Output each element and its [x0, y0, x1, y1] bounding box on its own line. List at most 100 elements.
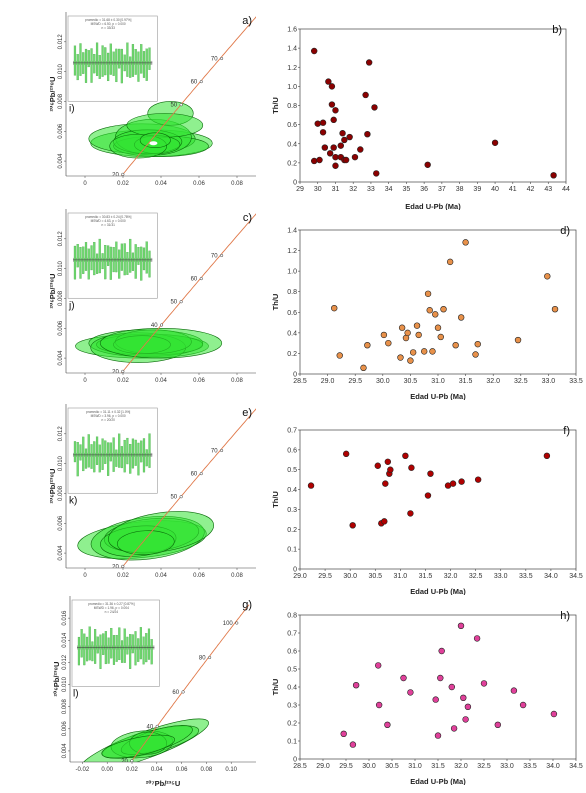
inset-bar — [115, 449, 118, 467]
data-point — [480, 680, 488, 687]
data-point — [352, 681, 360, 689]
x-tick-label: 29.5 — [318, 573, 332, 580]
x-tick-label: 32 — [349, 186, 357, 193]
data-point — [474, 340, 481, 348]
inset-bar — [129, 56, 132, 78]
data-point — [407, 357, 414, 364]
data-point — [413, 322, 421, 329]
x-axis-label: Edad U-Pb (Ma) — [410, 587, 466, 595]
inset-bar — [120, 640, 124, 663]
inset-stat: promedio = 30.83 ± 0.24 [0.78%] — [85, 215, 131, 219]
error-ellipse — [126, 113, 204, 138]
inset-stat: MSWD = 6.50, p = 0.000 — [91, 22, 126, 26]
inset-bar — [118, 433, 121, 468]
age-marker — [199, 80, 203, 84]
inset-bar — [115, 634, 118, 662]
y-tick-label: 0.4 — [287, 141, 297, 148]
data-point — [331, 304, 338, 312]
y-tick-label: 0.2 — [287, 351, 297, 358]
data-point — [551, 305, 559, 313]
panel-label: a) — [242, 15, 252, 27]
inset-bar — [82, 436, 85, 472]
age-marker — [181, 690, 185, 694]
y-tick-label: 0.8 — [287, 613, 297, 620]
x-tick-label: 30.5 — [368, 573, 382, 580]
x-tick-label: 36 — [420, 186, 428, 193]
age-marker — [121, 564, 125, 568]
inset-bar — [82, 246, 85, 274]
age-marker — [121, 369, 125, 373]
data-point — [360, 364, 367, 372]
inset-bar — [139, 627, 142, 660]
inset-bar — [131, 634, 134, 654]
y-tick-label: 0 — [293, 757, 297, 764]
data-point — [457, 622, 465, 629]
age-marker — [179, 103, 183, 107]
age-label: 20 — [112, 369, 119, 375]
inset-stat: n = 20/20 — [101, 418, 115, 422]
age-label: 60 — [191, 80, 198, 86]
data-point — [424, 492, 432, 499]
y-tick-label: 0.6 — [287, 310, 297, 317]
inset-bar — [98, 238, 101, 274]
data-point — [426, 307, 433, 314]
inset-bar — [134, 631, 137, 666]
y-tick-label: 0.006 — [58, 123, 64, 139]
data-point — [434, 732, 442, 739]
y-tick-label: 1.6 — [287, 27, 297, 34]
data-point — [550, 710, 558, 718]
inset-bar — [99, 634, 102, 669]
x-tick-label: 31.0 — [408, 763, 422, 770]
inset-bar — [107, 245, 110, 266]
x-tick-label: 32.5 — [514, 378, 528, 385]
x-tick-label: 34.5 — [569, 763, 583, 770]
data-point — [374, 462, 381, 469]
age-marker — [160, 323, 164, 327]
data-point — [415, 331, 422, 339]
inset-bar — [126, 252, 129, 275]
y-tick-label: 0.4 — [287, 487, 297, 494]
y-tick-label: 0.4 — [287, 330, 297, 337]
data-point — [365, 59, 373, 66]
x-tick-label: 30 — [314, 186, 322, 193]
inset-bar — [118, 249, 121, 279]
data-point — [404, 329, 411, 337]
data-point — [330, 116, 337, 124]
y-tick-label: 1.2 — [287, 248, 297, 255]
data-point — [349, 741, 357, 748]
x-tick-label: 31 — [332, 186, 340, 193]
inset-bar — [140, 246, 143, 281]
y-axis-label: ²⁰⁶Pb/²³⁸U — [52, 662, 61, 697]
y-tick-label: 0.010 — [58, 260, 64, 276]
y-tick-label: 0.6 — [287, 649, 297, 656]
y-tick-label: 0 — [293, 372, 297, 379]
y-tick-label: 0.6 — [287, 122, 297, 129]
data-point — [421, 348, 428, 355]
y-tick-label: 0.006 — [58, 515, 64, 531]
x-tick-label: 0.00 — [101, 767, 113, 773]
x-tick-label: 33.0 — [494, 573, 508, 580]
x-tick-label: 29.0 — [316, 763, 330, 770]
x-tick-label: 32.0 — [454, 763, 468, 770]
y-tick-label: 1.4 — [287, 228, 297, 235]
inset-bar — [131, 44, 135, 77]
inset-bar — [112, 247, 115, 273]
y-tick-label: 0.2 — [287, 721, 297, 728]
y-tick-label: 0.2 — [287, 160, 297, 167]
x-tick-label: 29.0 — [293, 573, 307, 580]
inset-bar — [137, 51, 140, 82]
x-tick-label: 32.0 — [486, 378, 500, 385]
inset-bar — [79, 43, 82, 76]
data-point — [340, 730, 347, 738]
x-tick-label: 29 — [296, 186, 304, 193]
x-tick-label: 0.08 — [201, 767, 213, 773]
x-tick-label: 0 — [83, 573, 87, 579]
inset-bar — [115, 48, 118, 83]
inset-bar — [140, 440, 143, 463]
data-point — [371, 104, 378, 111]
plot-frame — [299, 229, 577, 375]
data-point — [351, 153, 359, 161]
x-tick-label: 30.0 — [376, 378, 390, 385]
x-tick-label: 0.08 — [231, 181, 243, 187]
inset-bar — [76, 54, 79, 81]
